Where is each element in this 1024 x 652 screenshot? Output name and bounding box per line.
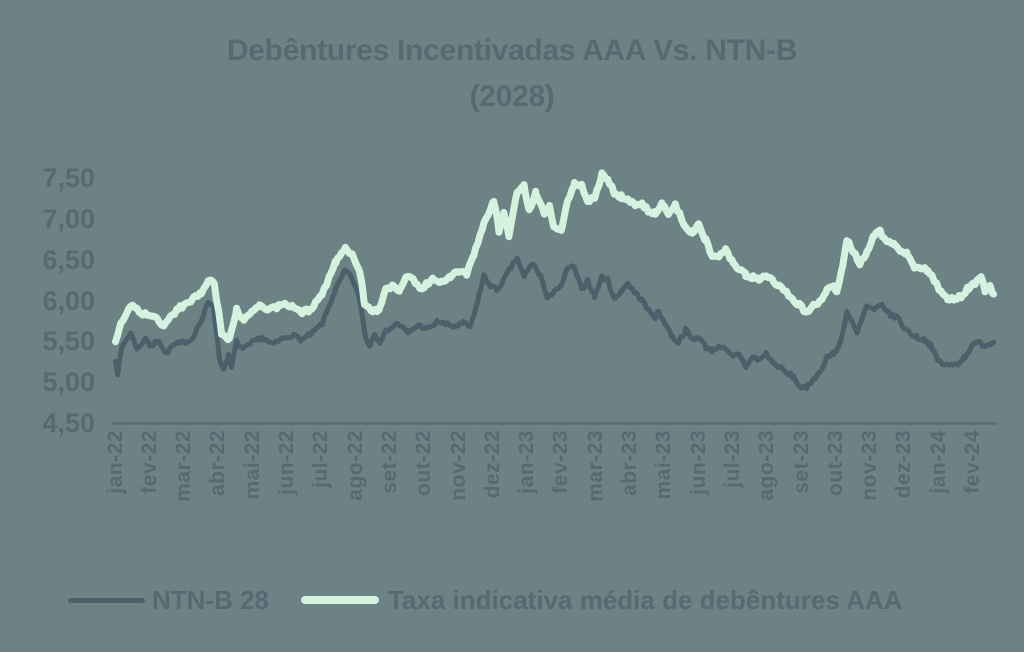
x-axis-tick-label: out-23: [823, 430, 847, 496]
x-axis-tick-label: nov-23: [858, 430, 882, 501]
y-axis-tick-label: 4,50: [42, 408, 95, 438]
y-axis-tick-label: 7,00: [42, 204, 95, 234]
x-axis-tick-label: fev-22: [137, 430, 161, 494]
chart-title-line1: Debêntures Incentivadas AAA Vs. NTN-B: [226, 34, 798, 67]
x-axis-tick-label: dez-23: [892, 430, 916, 499]
y-axis-tick-label: 7,50: [42, 163, 95, 194]
chart-title: Debêntures Incentivadas AAA Vs. NTN-B (2…: [0, 28, 1024, 120]
x-axis-tick-label: mar-22: [172, 430, 196, 502]
aaa-legend-label: Taxa indicativa média de debêntures AAA: [388, 585, 903, 615]
x-axis-tick-label: jan-23: [515, 430, 539, 494]
x-axis-tick-label: dez-22: [480, 430, 504, 499]
x-axis-tick-label: nov-22: [446, 430, 470, 501]
x-axis-tick-label: jul-22: [309, 430, 333, 488]
chart-title-line2: (2028): [469, 80, 555, 113]
x-axis-tick-label: jun-23: [686, 430, 710, 495]
legend: NTN-B 28 Taxa indicativa média de debênt…: [0, 582, 1024, 618]
ntnb-series-line: [113, 255, 997, 392]
x-axis-tick-label: out-22: [412, 430, 436, 496]
y-axis-tick-label: 5,50: [42, 326, 95, 357]
x-axis-tick-label: set-22: [377, 430, 401, 494]
x-axis-tick-label: jan-24: [926, 430, 950, 494]
ntnb-legend-label: NTN-B 28: [152, 585, 270, 615]
aaa-series-line: [112, 169, 998, 346]
x-axis-tick-label: jun-22: [275, 430, 298, 495]
ntnb-legend-swatch-line: [68, 598, 145, 603]
aaa-legend-swatch-line: [301, 596, 379, 604]
x-axis-tick-label: fev-23: [549, 430, 573, 494]
x-axis-tick-label: mar-23: [583, 430, 607, 502]
x-axis-tick-label: mai-23: [652, 430, 676, 500]
x-axis-tick-label: ago-23: [755, 430, 779, 501]
x-axis-tick-label: ago-22: [343, 430, 367, 501]
x-axis-tick-label: fev-24: [961, 430, 984, 494]
x-axis-tick-label: abr-23: [618, 430, 641, 497]
y-axis-tick-label: 6,50: [42, 244, 95, 275]
y-axis-tick-label: 6,00: [42, 285, 95, 316]
y-axis-tick-label: 5,00: [42, 367, 95, 398]
x-axis-tick-label: abr-22: [206, 430, 230, 497]
x-axis-tick-label: jan-22: [103, 430, 127, 494]
x-axis-tick-label: mai-22: [240, 430, 264, 500]
x-axis-tick-label: jul-23: [720, 430, 744, 488]
x-axis-tick-label: set-23: [789, 430, 813, 494]
